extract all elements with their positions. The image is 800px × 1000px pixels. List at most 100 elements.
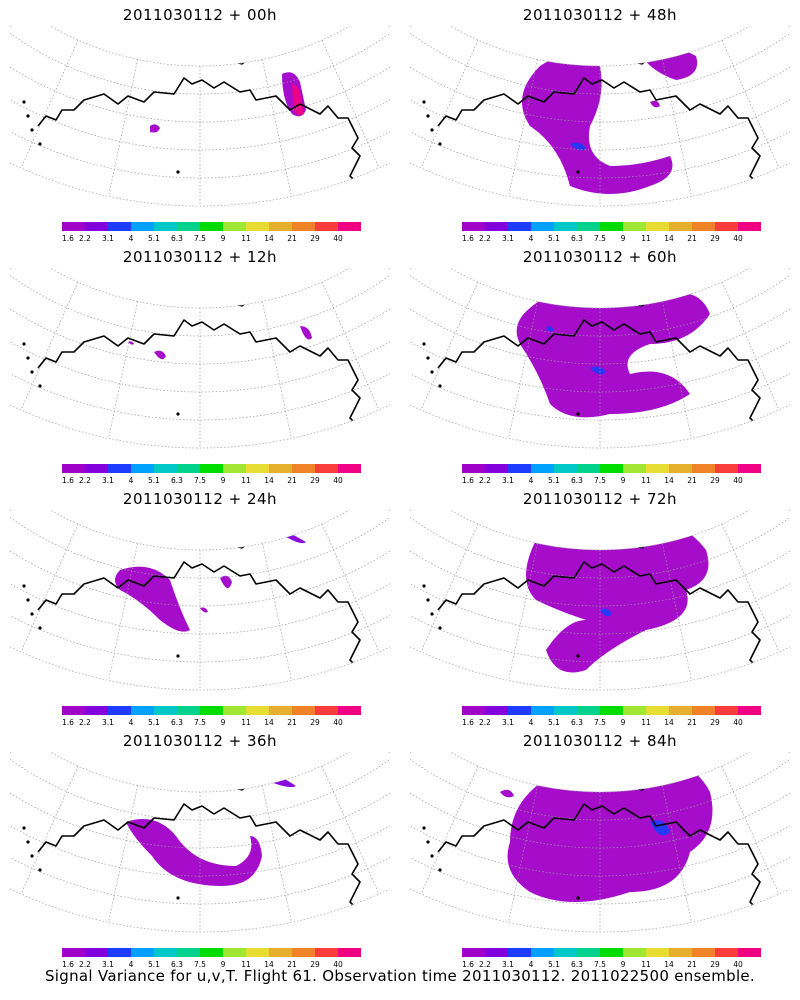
- island-dot: [576, 412, 580, 416]
- meridian-line: [321, 39, 380, 169]
- island-dot: [30, 854, 34, 858]
- meridian-line: [662, 59, 692, 197]
- color-scale-label: 1.6: [462, 476, 474, 484]
- variance-shading: [522, 56, 673, 194]
- meridian-line: [410, 752, 424, 849]
- color-scale-swatch: [246, 464, 269, 473]
- color-scale-label: 2.2: [79, 234, 91, 242]
- island-dot: [26, 356, 30, 360]
- island-dot: [176, 896, 180, 900]
- color-scale-label: 6.3: [571, 960, 583, 968]
- meridian-line: [420, 523, 479, 653]
- color-scale-label: 11: [641, 234, 651, 242]
- color-scale-swatch: [462, 948, 485, 957]
- color-scale-swatch: [646, 706, 669, 715]
- color-scale-swatch: [669, 948, 692, 957]
- color-scale: 1.6 2.2 3.1 4 5.1 6.3 7.5 9 11 14 21 29 40: [62, 222, 361, 242]
- variance-shading: [150, 124, 160, 133]
- color-scale-swatch: [600, 222, 623, 231]
- parallel-line: [10, 752, 390, 849]
- color-scale-label: 4: [529, 234, 534, 242]
- color-scale-swatch: [738, 948, 761, 957]
- color-scale-label: 6.3: [571, 476, 583, 484]
- parallel-line: [410, 26, 790, 123]
- color-scale-swatch: [131, 948, 154, 957]
- color-scale-label: 11: [241, 234, 251, 242]
- color-scale-swatch: [131, 706, 154, 715]
- color-scale-label: 29: [310, 960, 320, 968]
- map-panel: 2011030112 + 00h 1.6 2.2 3.1 4 5.1 6.3 7.5 9 11 14…: [0, 0, 400, 242]
- color-scale-label: 29: [710, 476, 720, 484]
- parallel-line: [10, 26, 390, 123]
- color-scale-label: 7.5: [194, 234, 206, 242]
- island-dot: [22, 584, 26, 588]
- color-scale-label: 3.1: [102, 476, 114, 484]
- color-scale-swatch: [85, 222, 108, 231]
- island-dot: [38, 142, 42, 146]
- meridian-line: [262, 785, 292, 923]
- meridian-line: [420, 765, 479, 895]
- color-scale-swatch: [531, 948, 554, 957]
- color-scale-swatch: [292, 464, 315, 473]
- color-scale-label: 5.1: [548, 476, 560, 484]
- polar-map: [410, 510, 790, 691]
- color-scale-swatch: [338, 706, 361, 715]
- color-scale-swatch: [85, 948, 108, 957]
- coastline: [37, 561, 361, 690]
- map-layer: [10, 268, 390, 448]
- color-scale-swatch: [200, 464, 223, 473]
- meridian-line: [721, 765, 780, 895]
- parallel-line: [410, 510, 790, 607]
- color-scale-swatch: [131, 464, 154, 473]
- meridian-line: [721, 39, 780, 169]
- island-dot: [22, 826, 26, 830]
- color-scale-swatch: [554, 464, 577, 473]
- panel-title: 2011030112 + 60h: [522, 248, 678, 266]
- parallel-line: [10, 752, 390, 821]
- meridian-line: [376, 26, 390, 123]
- meridian-line: [108, 301, 138, 439]
- color-scale-swatch: [692, 706, 715, 715]
- color-scale-label: 1.6: [462, 960, 474, 968]
- color-scale-label: 11: [241, 718, 251, 726]
- island-dot: [38, 868, 42, 872]
- parallel-line: [410, 752, 790, 849]
- parallel-line: [410, 268, 790, 337]
- color-scale-swatch: [269, 706, 292, 715]
- meridian-line: [662, 301, 692, 439]
- island-dot: [422, 100, 426, 104]
- meridian-line: [321, 523, 380, 653]
- meridian-line: [776, 268, 790, 365]
- color-scale-swatch: [669, 222, 692, 231]
- variance-shading: [546, 326, 554, 332]
- color-scale-label: 40: [733, 960, 743, 968]
- color-scale-label: 6.3: [171, 476, 183, 484]
- meridian-line: [20, 281, 79, 411]
- meridian-line: [420, 281, 479, 411]
- color-scale-swatch: [200, 948, 223, 957]
- color-scale-label: 11: [641, 718, 651, 726]
- island-dot: [576, 896, 580, 900]
- color-scale-label: 2.2: [479, 718, 491, 726]
- parallel-line: [10, 268, 390, 365]
- color-scale-label: 14: [264, 476, 274, 484]
- color-scale-swatch: [154, 222, 177, 231]
- color-scale-swatch: [62, 222, 85, 231]
- island-dot: [576, 170, 580, 174]
- color-scale-label: 6.3: [171, 234, 183, 242]
- parallel-line: [10, 268, 390, 337]
- color-scale-swatch: [462, 706, 485, 715]
- color-scale-label: 9: [221, 234, 226, 242]
- color-scale-label: 3.1: [502, 718, 514, 726]
- map-panel: 2011030112 + 48h 1.6 2.2 3.1 4 5.1 6.3 7.5 9 11 14…: [400, 0, 800, 242]
- arctic-islands: [217, 519, 273, 549]
- color-scale-label: 4: [129, 960, 134, 968]
- color-scale-label: 7.5: [594, 234, 606, 242]
- polar-map: [410, 26, 790, 207]
- meridian-line: [20, 765, 79, 895]
- color-scale-swatch: [554, 948, 577, 957]
- color-scale-label: 7.5: [594, 476, 606, 484]
- color-scale-swatch: [292, 948, 315, 957]
- parallel-line: [410, 268, 790, 365]
- coastline: [37, 803, 361, 932]
